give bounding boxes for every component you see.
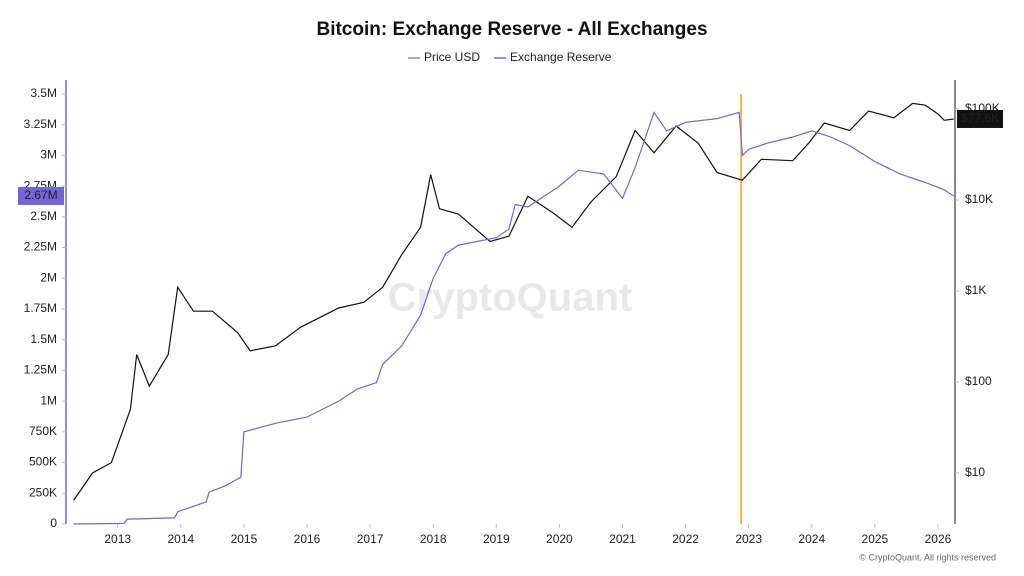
y-tick-label: 500K [29,455,57,469]
x-tick-label: 2018 [420,532,447,546]
y2-tick-label: $10K [965,192,993,206]
x-tick-label: 2022 [672,532,699,546]
badge-label: 2.67M [24,188,57,202]
y-tick-label: 2.5M [30,209,57,223]
badge-bg [957,109,1003,128]
y-tick-label: 1.75M [24,301,57,315]
x-tick-label: 2025 [862,532,889,546]
y-tick-label: 0 [50,516,57,530]
x-tick-label: 2015 [231,532,258,546]
badge-bg [18,186,64,205]
y2-tick-label: $100 [965,374,992,388]
x-tick-label: 2016 [294,532,321,546]
x-tick-label: 2017 [357,532,384,546]
x-tick-label: 2021 [609,532,636,546]
y-tick-label: 1.25M [24,363,57,377]
y-tick-label: 3M [40,148,57,162]
watermark: CryptoQuant [388,276,632,320]
y-tick-label: 2M [40,270,57,284]
x-tick-label: 2020 [546,532,573,546]
legend-label: Exchange Reserve [510,50,612,64]
y2-tick-label: $10 [965,465,985,479]
y-tick-label: 1.5M [30,332,57,346]
chart-title: Bitcoin: Exchange Reserve - All Exchange… [316,19,707,40]
footer: © CryptoQuant. All rights reserved [859,552,996,562]
badge-label: $77.6K [961,111,999,125]
legend-label: Price USD [424,50,480,64]
current-value-badge: $77.6K [957,109,1003,128]
y-tick-label: 1M [40,393,57,407]
x-tick-label: 2026 [925,532,952,546]
y-tick-label: 250K [29,485,57,499]
x-tick-label: 2024 [798,532,825,546]
y-tick-label: 3.25M [24,117,57,131]
x-tick-label: 2014 [167,532,194,546]
y-tick-label: 3.5M [30,86,57,100]
x-tick-label: 2019 [483,532,510,546]
x-tick-label: 2023 [735,532,762,546]
y-tick-label: 750K [29,424,57,438]
series-line [73,102,954,501]
y2-tick-label: $1K [965,283,986,297]
y-tick-label: 2.25M [24,240,57,254]
current-value-badge: 2.67M [18,186,64,205]
series-line [73,111,955,525]
x-tick-label: 2013 [104,532,131,546]
